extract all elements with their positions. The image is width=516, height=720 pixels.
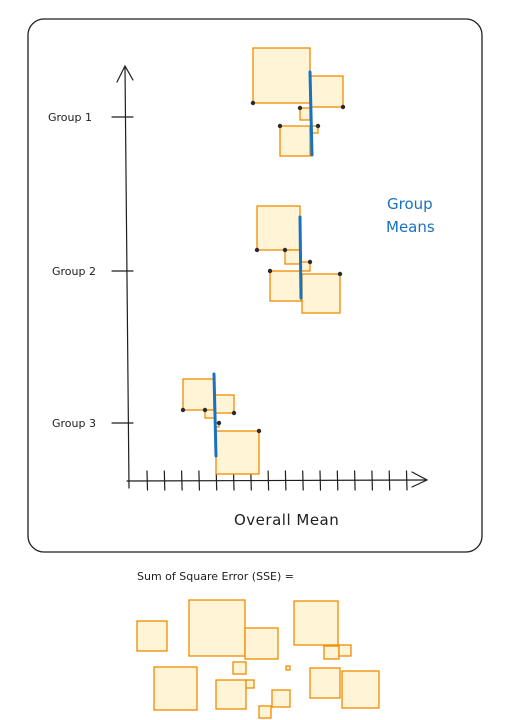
x-axis-tick (405, 470, 408, 491)
x-axis-tick (284, 470, 287, 491)
data-point (340, 104, 346, 110)
square (301, 273, 341, 314)
data-point (337, 271, 343, 277)
data-point (250, 100, 256, 106)
diagram-frame (27, 18, 483, 553)
data-point (267, 268, 273, 274)
square (338, 644, 352, 657)
group-3-squares (180, 372, 262, 475)
square (341, 670, 380, 709)
x-axis (126, 470, 429, 491)
square (309, 667, 341, 699)
group-1-label: Group 1 (48, 111, 92, 124)
data-point (277, 123, 283, 129)
y-axis (111, 64, 134, 489)
x-axis-tick (336, 470, 339, 491)
square (279, 125, 311, 157)
square (136, 620, 168, 652)
square (299, 107, 311, 121)
square (213, 394, 235, 414)
square (284, 249, 301, 265)
x-axis-title: Overall Mean (234, 511, 339, 529)
data-point (216, 420, 222, 426)
x-axis-tick (388, 470, 391, 491)
square (182, 378, 215, 411)
data-point (297, 105, 303, 111)
square (153, 666, 198, 711)
square (293, 600, 339, 646)
sse-squares (136, 599, 380, 719)
data-point (307, 259, 313, 265)
square (232, 661, 247, 675)
x-axis-tick (267, 470, 270, 491)
data-point (180, 407, 186, 413)
data-point (282, 247, 288, 253)
group-3-label: Group 3 (52, 417, 96, 430)
x-axis-tick (302, 470, 304, 491)
square (256, 205, 301, 251)
square (271, 689, 291, 708)
group-2-label: Group 2 (52, 265, 96, 278)
x-axis-tick (163, 470, 166, 491)
sse-title: Sum of Square Error (SSE) = (137, 570, 294, 583)
x-axis-tick (146, 470, 149, 491)
x-axis-tick (198, 470, 200, 491)
square (285, 665, 291, 671)
square (269, 270, 302, 302)
data-point (202, 407, 208, 413)
square (215, 679, 247, 710)
group-2-squares (254, 205, 343, 314)
square (188, 599, 246, 657)
group-1-squares (250, 47, 346, 157)
square (258, 705, 272, 719)
group-means-label-line1: Group (387, 195, 433, 213)
x-axis-tick (371, 470, 373, 491)
square (252, 47, 311, 104)
square (323, 645, 340, 660)
group-means-label-line2: Means (386, 218, 435, 236)
square (245, 679, 255, 689)
x-axis-tick (354, 470, 356, 491)
x-axis-tick (319, 470, 322, 491)
data-point (315, 123, 321, 129)
data-point (254, 247, 260, 253)
group-2-mean-line (298, 215, 303, 300)
group-1-mean-line (308, 70, 314, 157)
square (215, 430, 260, 475)
x-axis-tick (181, 470, 183, 491)
group-3-mean-line (212, 372, 218, 458)
data-point (256, 428, 262, 434)
data-point (231, 410, 237, 416)
square (309, 75, 344, 108)
square (244, 627, 279, 660)
